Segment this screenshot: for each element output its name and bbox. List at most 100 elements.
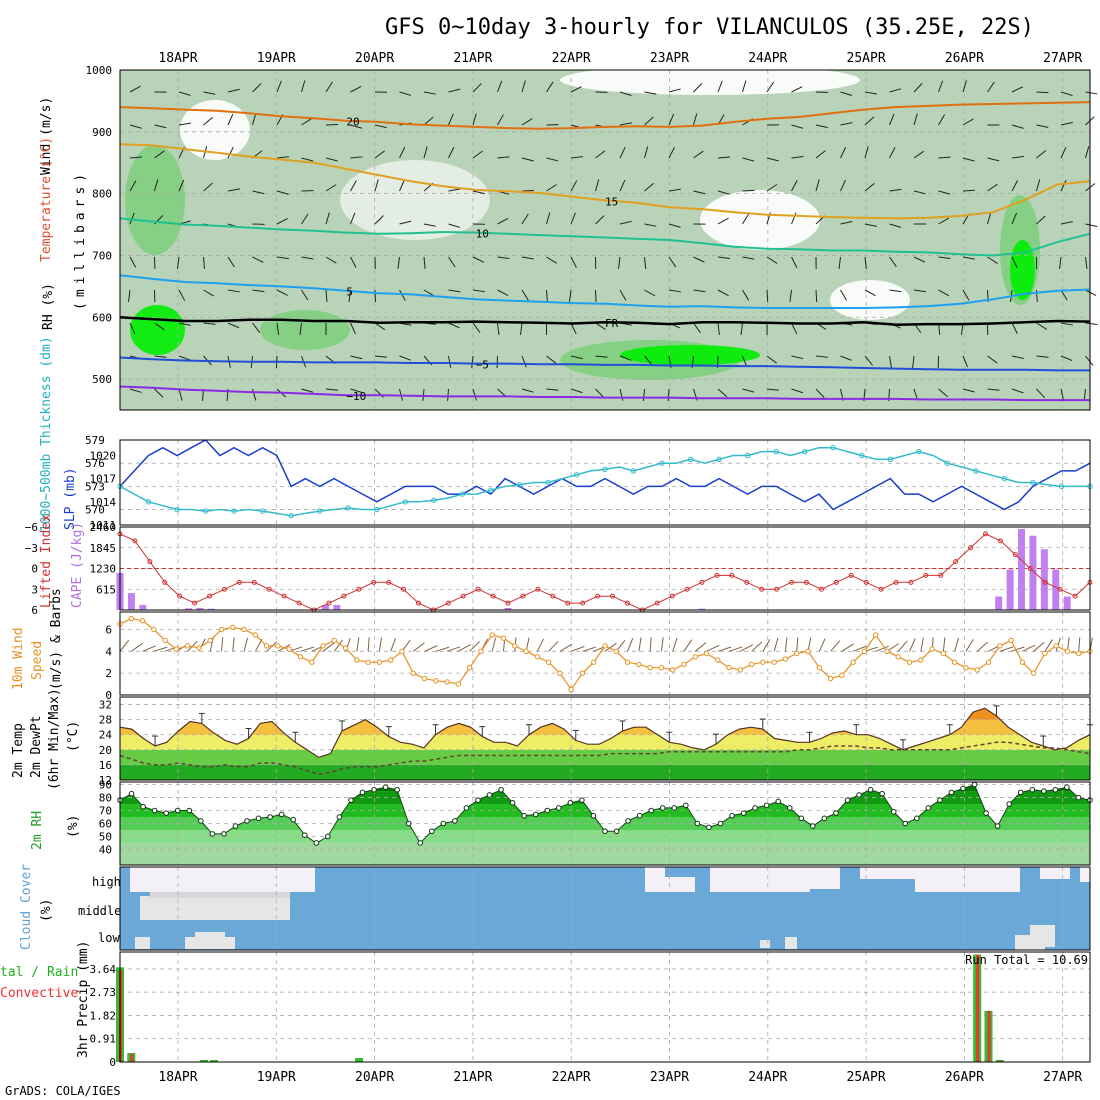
thickness-point [345,505,351,511]
lifted-index-point [908,579,914,585]
wind-barb [840,146,847,159]
wind-barb [796,637,799,652]
wind-barb [595,355,608,358]
wind-barb [300,646,314,652]
wind-barb [717,256,730,260]
wind-barb [252,289,265,293]
rh-contour-region [700,190,820,250]
wind-speed-point [997,643,1003,649]
wind-barb [497,156,510,159]
lifted-index-point [1057,586,1063,592]
wind-speed-point [342,645,349,651]
rh-point [694,820,701,827]
lifted-tick-label: 3 [31,583,38,596]
rh-point [960,785,966,792]
wind-speed-point [320,643,326,649]
wind-speed-point [354,657,360,663]
wind-barb [815,388,825,399]
wind-barb [1036,388,1046,399]
wind-barb [619,220,632,225]
wind-barb [864,91,877,95]
wind-barb [889,88,902,93]
wind-speed-point [309,659,315,665]
wind-barb [595,150,606,159]
thickness-point [488,487,494,493]
wind-barb [693,150,704,159]
thickness-point [174,506,180,513]
date-label: 26APR [945,1070,984,1085]
lifted-index-point [550,593,556,599]
cape-bar [184,608,192,610]
wind-speed-point [850,659,856,665]
date-label: 19APR [257,51,296,66]
lifted-index-point [326,600,332,606]
wind-barb [203,91,216,95]
cape-tick-label: 2460 [90,521,117,534]
wind-barb [497,322,500,335]
date-label: 22APR [552,51,591,66]
wind-barb [276,190,289,195]
wind-barb [325,184,337,192]
precip-convective-bar [987,1010,991,1062]
wind-barb [815,150,826,159]
lifted-index-point [386,579,392,585]
rh-point [648,807,654,814]
wind-speed-point [613,648,619,655]
wind-barb [1036,322,1047,330]
rh-point [1017,789,1024,796]
wind-speed-point [805,648,811,655]
wind-barb [962,189,976,192]
wind-barb [644,289,656,297]
wind-speed-point [263,643,270,649]
wind-barb [1011,86,1024,93]
wind-barb [913,150,925,159]
wind-barb [913,289,926,293]
lifted-index-point [490,593,496,599]
wind-barb [766,157,779,162]
wind-barb [889,355,892,368]
wind-barb [742,80,747,93]
low-cloud-block [185,937,235,949]
cloud-panel [119,866,1091,951]
wind-barb [325,157,338,162]
lifted-index-point [803,579,809,585]
wind-barb [815,91,829,94]
wind-speed-point [726,664,732,671]
series-line [119,439,1091,511]
wind-barb [717,322,720,335]
wind-barb [472,83,482,93]
wind-barb [962,80,967,93]
lifted-index-point [997,538,1003,544]
wind-barb [619,146,626,159]
rh-point [613,828,620,835]
clear-sky-block [1040,867,1070,879]
rh-point [1006,801,1012,807]
wind-speed-point [534,654,541,660]
cape-bar [1052,569,1060,610]
wind-barb [176,256,180,269]
wind-barb [619,388,624,401]
wind-barb [1036,215,1046,225]
wind-barb [252,322,261,333]
thickness-tick-label: 573 [85,480,105,493]
wind-speed-point [410,670,416,676]
wind-speed-point [568,686,574,693]
cape-bar [698,608,706,610]
thickness-axis-label: 1000~500mb Thickness (dm) [39,336,54,532]
pressure-tick-label: 600 [92,311,112,324]
wind-barb [252,388,257,401]
wind-speed-point [376,659,383,665]
wind-barb [913,190,926,195]
wind-speed-point [1076,650,1082,657]
rh-point [636,812,643,819]
wind-speed-point [523,648,529,655]
wind-barb [864,146,869,159]
wind-barb [178,179,185,192]
wind-speed-point [782,656,789,662]
temp-band [120,764,1090,780]
lifted-index-point [281,593,287,599]
cape-bar [1029,535,1037,610]
wind-barb [595,322,606,331]
lifted-index-point [401,586,407,592]
wind-barb [472,388,477,401]
